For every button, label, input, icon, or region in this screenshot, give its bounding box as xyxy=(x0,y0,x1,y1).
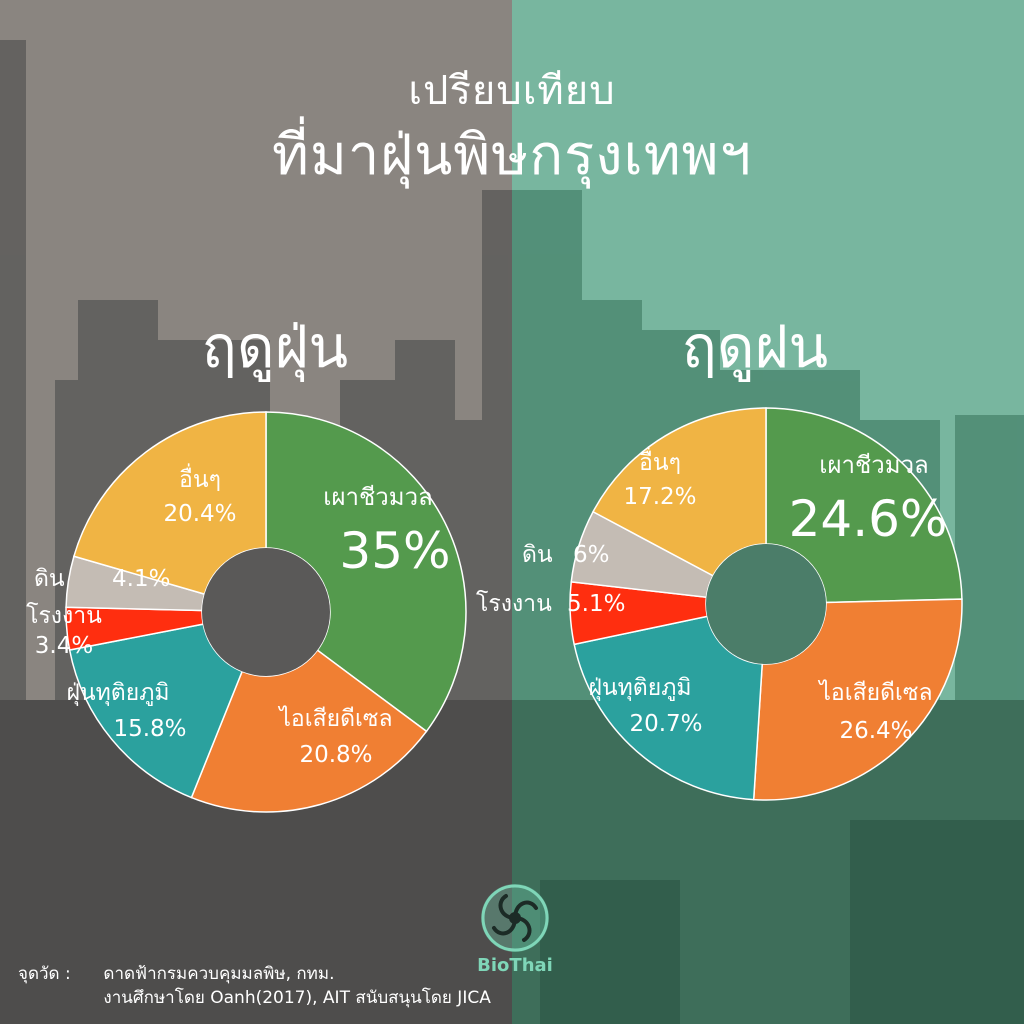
category-label-soil: ดิน xyxy=(34,566,65,592)
category-label-soil: ดิน xyxy=(522,542,553,568)
value-label-secondary-dust: 20.7% xyxy=(629,711,702,737)
donut-hole xyxy=(202,548,330,676)
value-label-diesel: 20.8% xyxy=(299,742,372,768)
source-line1: ดาดฟ้ากรมควบคุมมลพิษ, กทม. xyxy=(103,964,335,984)
value-label-others: 17.2% xyxy=(623,484,696,510)
donut-chart-dry-season: เผาชีวมวล 35% ไอเสียดีเซล 20.8% ฝุ่นทุติยภูม… xyxy=(26,411,467,813)
category-label-factory: โรงงาน xyxy=(476,590,552,617)
value-label-biomass: 35% xyxy=(339,522,450,580)
category-label-secondary-dust: ฝุ่นทุติยภูมิ xyxy=(66,680,169,706)
category-label-others: อื่นๆ xyxy=(639,446,681,476)
title-line2: ที่มาฝุ่นพิษกรุงเทพฯ xyxy=(272,123,752,188)
value-label-diesel: 26.4% xyxy=(839,718,912,744)
value-label-secondary-dust: 15.8% xyxy=(113,716,186,742)
category-label-others: อื่นๆ xyxy=(179,463,221,493)
value-label-others: 20.4% xyxy=(163,501,236,527)
category-label-diesel: ไอเสียดีเซล xyxy=(277,705,392,732)
category-label-biomass: เผาชีวมวล xyxy=(323,483,433,511)
category-label-factory: โรงงาน xyxy=(26,602,102,629)
category-label-secondary-dust: ฝุ่นทุติยภูมิ xyxy=(588,675,691,701)
category-label-biomass: เผาชีวมวล xyxy=(819,451,929,479)
donut-hole xyxy=(706,544,826,664)
value-label-soil: 4.1% xyxy=(112,566,170,592)
value-label-biomass: 24.6% xyxy=(789,490,948,548)
source-line2: งานศึกษาโดย Oanh(2017), AIT สนับสนุนโดย … xyxy=(103,988,491,1008)
chart-title-rainy-season: ฤดูฝน xyxy=(681,313,829,381)
source-note: จุดวัด : ดาดฟ้ากรมควบคุมมลพิษ, กทม. งานศ… xyxy=(18,962,491,1010)
value-label-factory: 3.4% xyxy=(35,633,93,659)
swirl-logo-icon xyxy=(481,884,549,952)
biothai-logo: BioThai xyxy=(470,880,560,980)
category-label-diesel: ไอเสียดีเซล xyxy=(817,679,932,706)
donut-chart-rainy-season: เผาชีวมวล 24.6% ไอเสียดีเซล 26.4% ฝุ่นทุติยภ… xyxy=(476,407,963,801)
title-line1: เปรียบเทียบ xyxy=(408,68,616,114)
source-label: จุดวัด : xyxy=(18,964,71,984)
chart-title-dry-season: ฤดูฝุ่น xyxy=(201,313,349,381)
value-label-soil: 6% xyxy=(573,542,610,568)
value-label-factory: 5.1% xyxy=(567,591,625,617)
logo-text: BioThai xyxy=(477,955,553,976)
